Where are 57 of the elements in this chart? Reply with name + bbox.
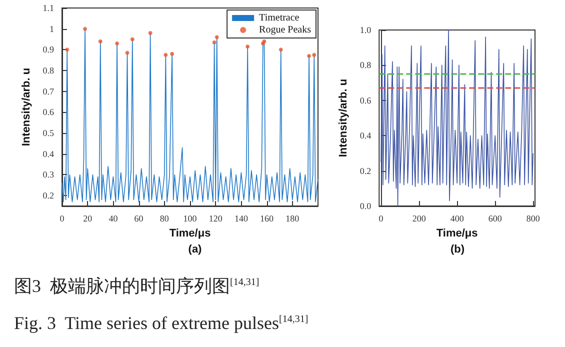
- point: [170, 52, 174, 56]
- x-tick-label: 200: [412, 214, 426, 224]
- x-tick-label: 800: [526, 214, 540, 224]
- y-tick-label: 0.8: [360, 60, 372, 70]
- x-tick-label: 100: [183, 214, 198, 224]
- point: [148, 31, 152, 36]
- x-axis-title: Time/μs: [436, 227, 478, 240]
- y-axis-title: Intensity/arb. u: [338, 78, 350, 158]
- x-tick-label: 160: [260, 214, 274, 224]
- y-tick-label: 0.5: [42, 128, 54, 138]
- x-tick-label: 140: [234, 214, 248, 224]
- point: [312, 52, 316, 57]
- point: [98, 39, 102, 44]
- point: [130, 37, 134, 42]
- y-tick-label: 0.6: [360, 95, 372, 106]
- line-series: [380, 30, 534, 206]
- x-tick-label: 600: [488, 214, 502, 224]
- text: (a): [188, 244, 202, 256]
- y-axis-title: Intensity/arb. u: [20, 68, 32, 146]
- point: [65, 48, 70, 52]
- y-tick-label: 0.9: [42, 44, 54, 55]
- point: [246, 44, 250, 49]
- caption: 图3 极端脉冲的时间序列图$^{[14,31]}$: [14, 275, 260, 298]
- text: (b): [450, 244, 465, 256]
- x-tick-label: 180: [286, 214, 300, 224]
- x-tick-label: 80: [160, 214, 170, 224]
- y-tick-label: 0.6: [42, 107, 54, 118]
- y-tick-label: 0.7: [42, 86, 54, 96]
- x-tick-label: 120: [208, 214, 223, 224]
- y-tick-label: 1: [50, 24, 54, 34]
- point: [83, 26, 88, 31]
- point: [115, 41, 120, 46]
- x-tick-label: 40: [108, 214, 118, 224]
- x-tick-label: 400: [450, 214, 464, 224]
- legend-label: Rogue Peaks: [259, 24, 312, 36]
- point: [278, 48, 283, 52]
- point: [164, 52, 168, 57]
- y-tick-label: 0.8: [42, 66, 54, 76]
- y-tick-label: 0.2: [360, 166, 372, 176]
- x-tick-label: 60: [134, 214, 144, 224]
- x-tick-label: 0: [60, 214, 65, 224]
- caption: Fig. 3 Time series of extreme pulses$^{[14,31]}$: [14, 312, 308, 335]
- y-tick-label: 0.2: [42, 190, 54, 201]
- point: [307, 54, 312, 58]
- y-tick-label: 0.4: [42, 148, 54, 159]
- y-tick-label: 1.1: [42, 3, 54, 13]
- y-tick-label: 1.0: [360, 25, 372, 35]
- point: [214, 35, 219, 40]
- x-tick-label: 0: [378, 214, 384, 224]
- point: [125, 50, 130, 55]
- x-axis-title: Time/μs: [169, 227, 211, 240]
- legend-label: Timetrace: [259, 12, 300, 24]
- y-tick-label: 0.3: [42, 170, 54, 180]
- y-tick-label: 0.4: [360, 130, 372, 141]
- point: [212, 40, 216, 44]
- y-tick-label: 0.0: [360, 201, 372, 211]
- x-tick-label: 20: [83, 214, 93, 224]
